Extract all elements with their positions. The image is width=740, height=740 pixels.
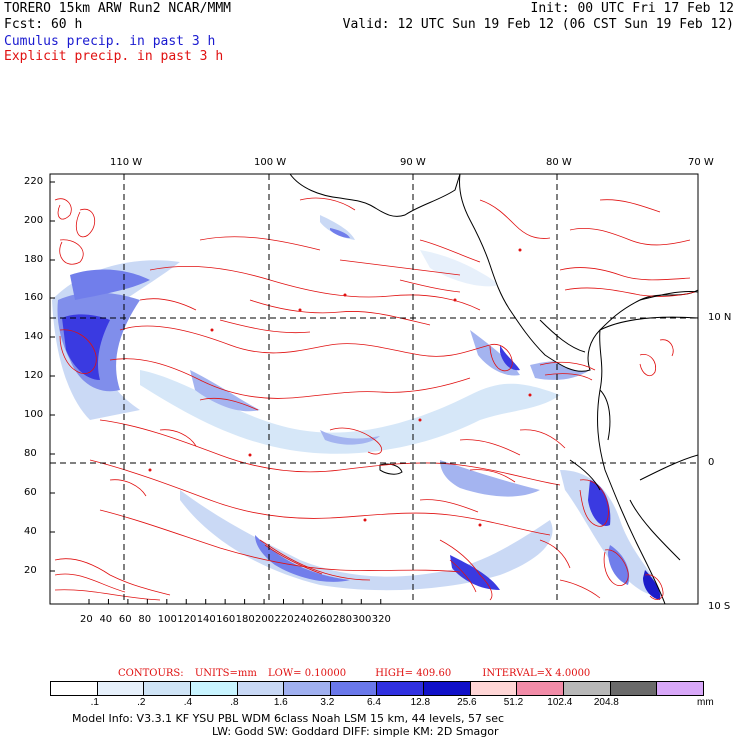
colorbar-segment bbox=[284, 682, 331, 695]
contours-interval: INTERVAL=X 4.0000 bbox=[482, 668, 591, 679]
colorbar bbox=[50, 681, 704, 696]
x-tick-label: 200 bbox=[255, 614, 275, 625]
colorbar-label: 25.6 bbox=[457, 697, 477, 708]
colorbar-segment bbox=[237, 682, 285, 695]
x-tick-label: 300 bbox=[352, 614, 372, 625]
x-tick-label: 20 bbox=[80, 614, 93, 625]
y-tick-label: 200 bbox=[24, 215, 44, 226]
lon-label-80w: 80 W bbox=[546, 157, 572, 168]
land-areas bbox=[289, 174, 698, 604]
colorbar-segment bbox=[144, 682, 191, 695]
map-frame bbox=[49, 173, 699, 605]
x-tick-label: 120 bbox=[177, 614, 197, 625]
lat-label-10s: 10 S bbox=[708, 601, 731, 612]
lat-label-0: 0 bbox=[708, 457, 715, 468]
init-time: Init: 00 UTC Fri 17 Feb 12 bbox=[530, 1, 735, 16]
y-tick-label: 20 bbox=[24, 565, 37, 576]
y-tick-label: 100 bbox=[24, 409, 44, 420]
colorbar-label: 1.6 bbox=[273, 697, 288, 708]
colorbar-segment bbox=[330, 682, 378, 695]
y-tick-label: 80 bbox=[24, 448, 37, 459]
colorbar-label: 3.2 bbox=[320, 697, 335, 708]
y-tick-label: 60 bbox=[24, 487, 37, 498]
x-tick-label: 40 bbox=[99, 614, 113, 625]
colorbar-label: .8 bbox=[230, 697, 239, 708]
model-title: TORERO 15km ARW Run2 NCAR/MMM bbox=[4, 1, 231, 16]
x-tick-label: 220 bbox=[274, 614, 294, 625]
colorbar-segment bbox=[564, 682, 611, 695]
valid-time: Valid: 12 UTC Sun 19 Feb 12 (06 CST Sun … bbox=[342, 17, 734, 32]
lon-label-90w: 90 W bbox=[400, 157, 426, 168]
colorbar-label: .1 bbox=[90, 697, 99, 708]
explicit-precip-contours bbox=[54, 197, 696, 601]
colorbar-segment bbox=[610, 682, 658, 695]
y-tick-label: 180 bbox=[24, 254, 44, 265]
x-tick-label: 240 bbox=[293, 614, 314, 625]
colorbar-segment bbox=[470, 682, 518, 695]
y-tick-label: 220 bbox=[24, 176, 44, 187]
colorbar-segment bbox=[424, 682, 471, 695]
colorbar-label: 6.4 bbox=[367, 697, 381, 708]
x-tick-label: 60 bbox=[118, 614, 132, 625]
colorbar-segment bbox=[51, 682, 98, 695]
lon-label-100w: 100 W bbox=[254, 157, 287, 168]
y-tick-label: 120 bbox=[24, 370, 44, 381]
colorbar-unit: mm bbox=[697, 697, 714, 708]
forecast-hour: Fcst: 60 h bbox=[4, 17, 83, 32]
contours-label: CONTOURS: bbox=[118, 668, 184, 679]
cumulus-precip-shading bbox=[52, 215, 665, 600]
explicit-precip-label: Explicit precip. in past 3 h bbox=[4, 49, 224, 64]
colorbar-label: 51.2 bbox=[503, 697, 524, 708]
contours-info: CONTOURS: UNITS=mm LOW= 0.10000 HIGH= 40… bbox=[118, 668, 590, 679]
x-tick-label: 160 bbox=[216, 614, 236, 625]
model-info: Model Info: V3.3.1 KF YSU PBL WDM 6class… bbox=[72, 712, 505, 725]
lat-lon-grid bbox=[50, 174, 698, 604]
x-tick-label: 140 bbox=[196, 614, 216, 625]
x-tick-label: 260 bbox=[313, 614, 333, 625]
colorbar-segment bbox=[657, 682, 703, 695]
y-tick-label: 40 bbox=[24, 526, 37, 537]
colorbar-segment bbox=[190, 682, 238, 695]
contours-low: LOW= 0.10000 bbox=[268, 668, 347, 679]
contours-high: HIGH= 409.60 bbox=[375, 668, 452, 679]
lat-label-10n: 10 N bbox=[708, 312, 732, 323]
colorbar-label: 12.8 bbox=[410, 697, 431, 708]
colorbar-label: .4 bbox=[183, 697, 193, 708]
cumulus-precip-label: Cumulus precip. in past 3 h bbox=[4, 34, 216, 49]
colorbar-label: 204.8 bbox=[593, 697, 619, 708]
y-axis-ticks bbox=[50, 181, 55, 572]
y-tick-label: 160 bbox=[24, 292, 44, 303]
x-tick-label: 320 bbox=[371, 614, 391, 625]
colorbar-segment bbox=[377, 682, 425, 695]
y-tick-label: 140 bbox=[24, 331, 44, 342]
lon-label-70w: 70 W bbox=[688, 157, 714, 168]
lon-label-110w: 110 W bbox=[110, 157, 143, 168]
x-tick-label: 280 bbox=[332, 614, 352, 625]
colorbar-label: .2 bbox=[137, 697, 146, 708]
colorbar-label: 102.4 bbox=[547, 697, 573, 708]
x-tick-label: 180 bbox=[235, 614, 255, 625]
precip-cells bbox=[148, 248, 532, 527]
colorbar-segment bbox=[517, 682, 565, 695]
x-tick-label: 80 bbox=[138, 614, 152, 625]
x-tick-label: 100 bbox=[157, 614, 177, 625]
x-axis-ticks bbox=[88, 599, 382, 604]
physics-info: LW: Godd SW: Goddard DIFF: simple KM: 2D… bbox=[212, 725, 499, 738]
contours-units: UNITS=mm bbox=[194, 668, 257, 679]
colorbar-segment bbox=[97, 682, 145, 695]
